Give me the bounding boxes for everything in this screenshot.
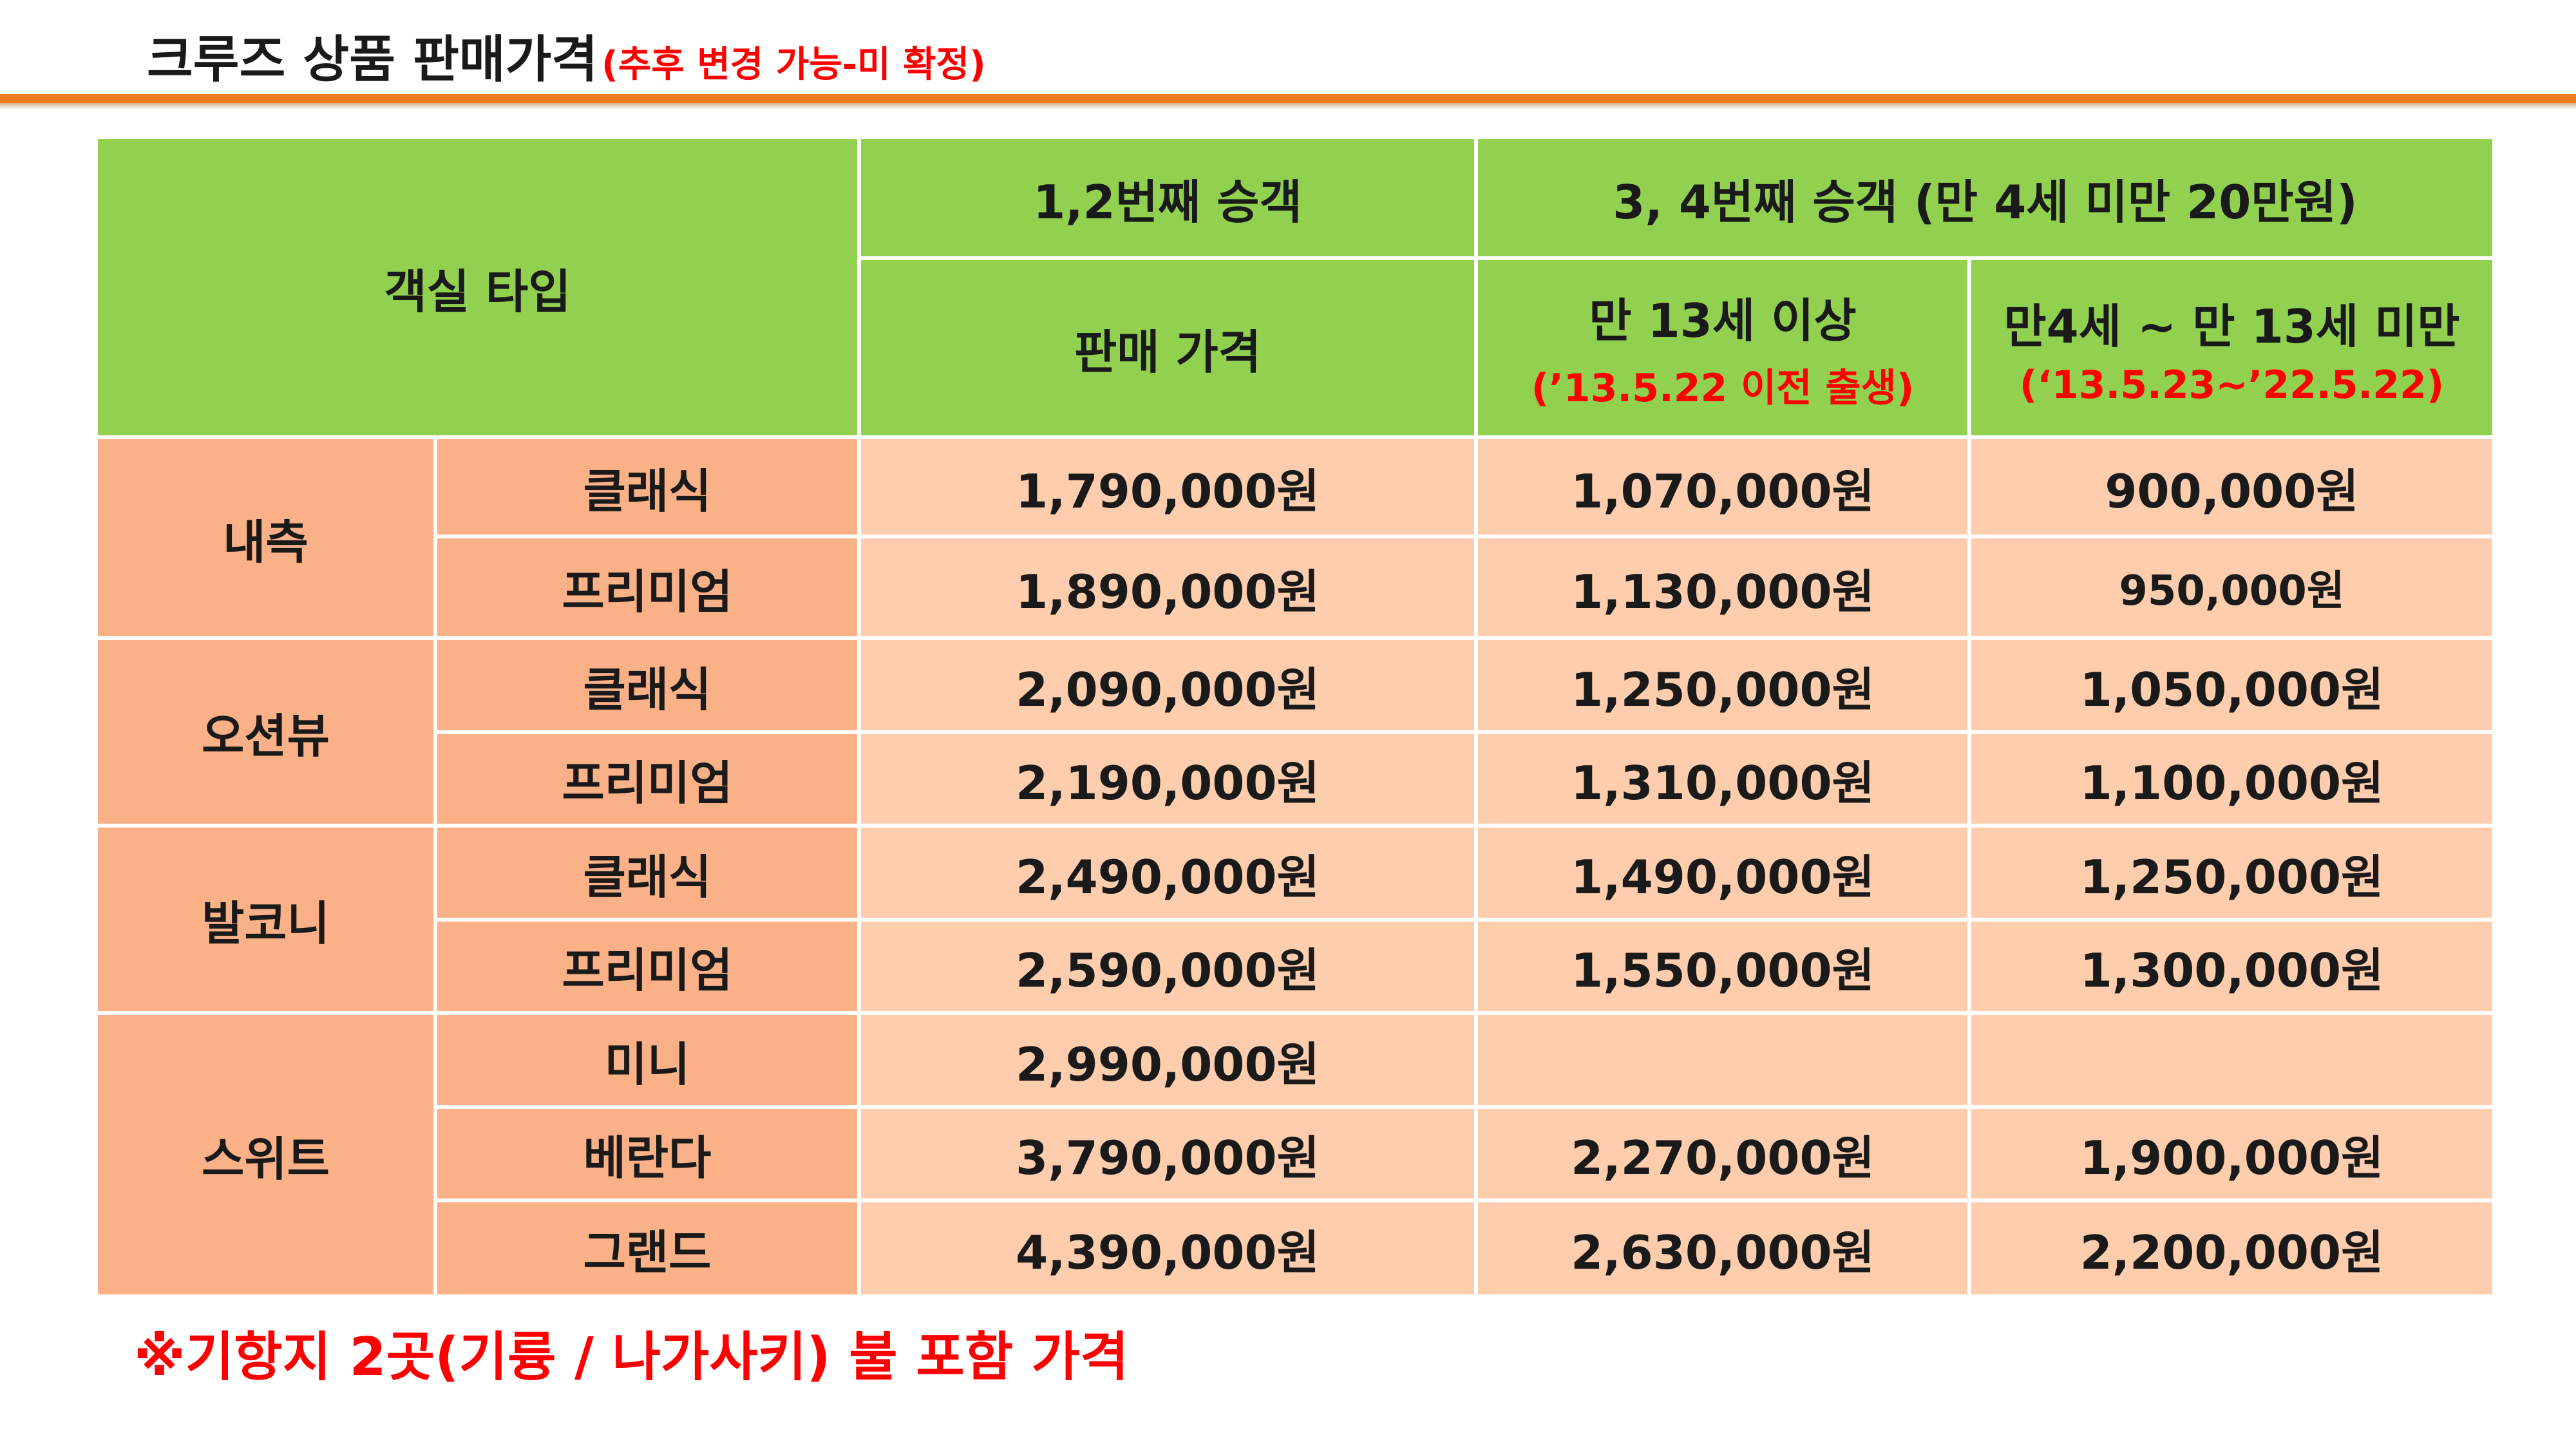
age13-price-cell: 1,310,000원 (1474, 730, 1971, 828)
footnote: ※기항지 2곳(기륭 / 나가사키) 불 포함 가격 (134, 1327, 1129, 1388)
grade-cell: 프리미엄 (433, 535, 861, 640)
age4-price-cell: 1,050,000원 (1967, 636, 2497, 734)
header-age-4-to-13-note: (‘13.5.23~’22.5.22) (2019, 362, 2445, 408)
age4-price-cell: 950,000원 (1967, 535, 2497, 640)
header-age-13-plus-note: (’13.5.22 이전 출생) (1531, 366, 1915, 411)
title-divider-shadow (0, 103, 2576, 109)
price-cell: 2,490,000원 (857, 824, 1478, 922)
age13-price-cell (1474, 1011, 1971, 1109)
price-cell: 1,790,000원 (857, 435, 1478, 538)
category-cell: 오션뷰 (94, 636, 437, 828)
header-age-13-plus: 만 13세 이상 (’13.5.22 이전 출생) (1474, 256, 1971, 439)
category-cell: 내측 (94, 435, 437, 640)
price-cell: 2,190,000원 (857, 730, 1478, 828)
age13-price-cell: 1,070,000원 (1474, 435, 1971, 538)
header-group-12: 1,2번째 승객 (857, 135, 1478, 260)
category-cell: 발코니 (94, 824, 437, 1015)
header-age-4-to-13-label: 만4세 ~ 만 13세 미만 (2003, 299, 2460, 354)
age13-price-cell: 1,250,000원 (1474, 636, 1971, 734)
grade-cell: 그랜드 (433, 1198, 861, 1298)
grade-cell: 프리미엄 (433, 730, 861, 828)
price-cell: 1,890,000원 (857, 535, 1478, 640)
age4-price-cell: 900,000원 (1967, 435, 2497, 538)
header-age-13-plus-label: 만 13세 이상 (1589, 294, 1857, 348)
title-note: (추후 변경 가능-미 확정) (601, 44, 986, 86)
grade-cell: 클래식 (433, 435, 861, 538)
category-cell: 스위트 (94, 1011, 437, 1298)
age4-price-cell: 1,250,000원 (1967, 824, 2497, 922)
price-table: 객실 타입 1,2번째 승객 3, 4번째 승객 (만 4세 미만 20만원) … (94, 135, 2497, 1298)
grade-cell: 베란다 (433, 1105, 861, 1202)
title-divider (0, 94, 2576, 103)
age4-price-cell: 1,100,000원 (1967, 730, 2497, 828)
title-main: 크루즈 상품 판매가격 (147, 31, 598, 89)
grade-cell: 클래식 (433, 636, 861, 734)
price-cell: 2,590,000원 (857, 918, 1478, 1015)
header-age-4-to-13: 만4세 ~ 만 13세 미만 (‘13.5.23~’22.5.22) (1967, 256, 2497, 439)
age4-price-cell (1967, 1011, 2497, 1109)
grade-cell: 클래식 (433, 824, 861, 922)
age4-price-cell: 1,900,000원 (1967, 1105, 2497, 1202)
page-title: 크루즈 상품 판매가격 (추후 변경 가능-미 확정) (147, 19, 986, 97)
age13-price-cell: 1,130,000원 (1474, 535, 1971, 640)
header-sale-price: 판매 가격 (857, 256, 1478, 439)
age4-price-cell: 2,200,000원 (1967, 1198, 2497, 1298)
grade-cell: 미니 (433, 1011, 861, 1109)
grade-cell: 프리미엄 (433, 918, 861, 1015)
price-cell: 3,790,000원 (857, 1105, 1478, 1202)
age13-price-cell: 2,270,000원 (1474, 1105, 1971, 1202)
price-cell: 4,390,000원 (857, 1198, 1478, 1298)
price-cell: 2,090,000원 (857, 636, 1478, 734)
age4-price-cell: 1,300,000원 (1967, 918, 2497, 1015)
header-group-34: 3, 4번째 승객 (만 4세 미만 20만원) (1473, 135, 2497, 260)
age13-price-cell: 1,550,000원 (1474, 918, 1971, 1015)
header-room-type: 객실 타입 (94, 135, 861, 439)
price-cell: 2,990,000원 (857, 1011, 1478, 1109)
age13-price-cell: 2,630,000원 (1474, 1198, 1971, 1298)
age13-price-cell: 1,490,000원 (1474, 824, 1971, 922)
